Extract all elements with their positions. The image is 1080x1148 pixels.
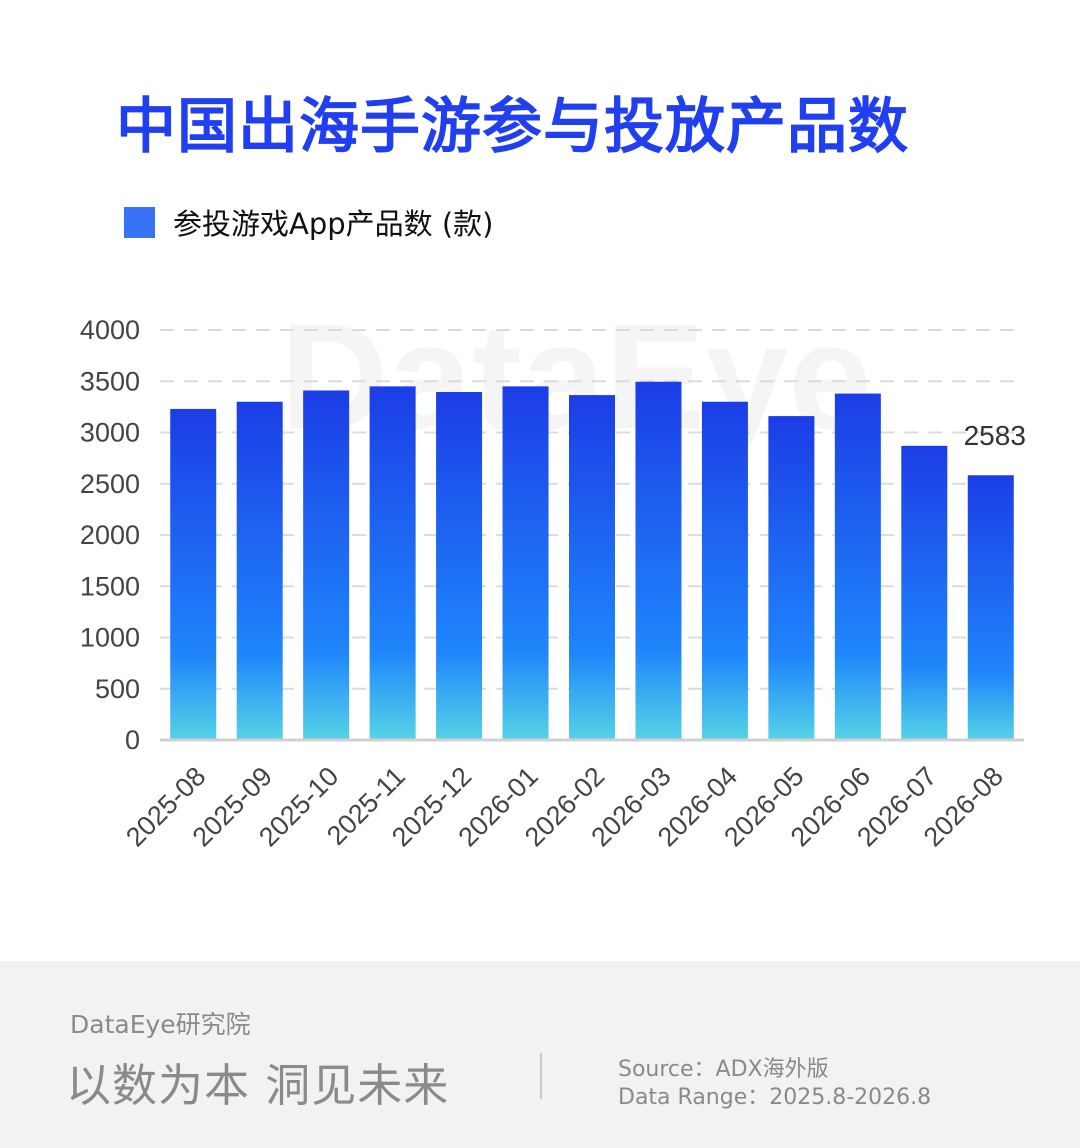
bar [502,386,549,740]
y-tick-label: 1000 [80,623,140,653]
bar [901,445,948,740]
bar [436,392,483,740]
y-tick-label: 3000 [80,418,140,448]
bar [303,390,350,740]
y-tick-label: 500 [95,674,140,704]
legend: 参投游戏App产品数 (款) [124,200,494,244]
bar [834,393,881,740]
y-tick-label: 4000 [80,315,140,345]
footer: DataEye研究院 以数为本 洞见未来 Source：ADX海外版 Data … [0,961,1080,1148]
bar [369,386,416,740]
y-tick-label: 3500 [80,366,140,396]
bar [635,381,682,740]
footer-data-range: Data Range：2025.8-2026.8 [618,1085,932,1110]
legend-label: 参投游戏App产品数 (款) [173,207,494,241]
footer-source: Source：ADX海外版 [618,1057,829,1082]
chart-title: 中国出海手游参与投放产品数 [116,92,909,162]
data-label: 2583 [964,420,1026,451]
bar [701,401,748,740]
bar-chart: 050010001500200025003000350040002025-082… [80,315,1026,852]
y-tick-label: 2000 [80,520,140,550]
legend-swatch [124,206,155,238]
bar [569,395,615,740]
footer-slogan: 以数为本 洞见未来 [66,1059,450,1112]
bar [236,401,283,740]
footer-divider [540,1053,542,1099]
bar [967,475,1014,740]
y-tick-label: 1500 [80,571,140,601]
footer-brand: DataEye研究院 [70,1010,251,1039]
y-tick-label: 2500 [80,469,140,499]
y-tick-label: 0 [125,725,140,755]
bar [768,416,815,740]
bar [170,408,217,740]
